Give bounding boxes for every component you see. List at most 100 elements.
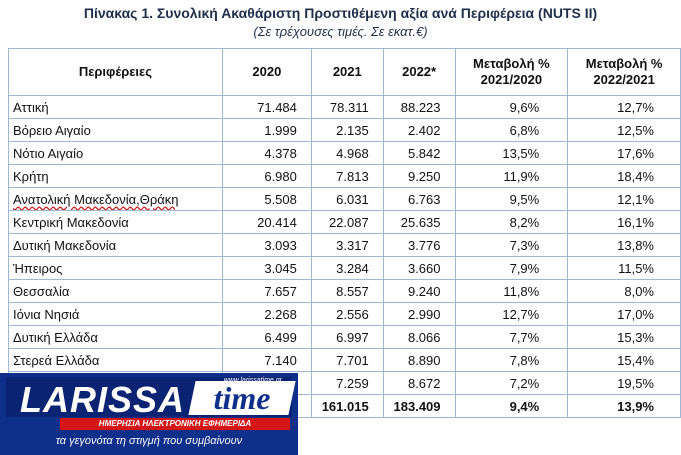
total-value-cell: 13,9%: [567, 394, 681, 418]
value-cell: 7,8%: [454, 348, 569, 372]
region-name-cell: Αττική: [8, 95, 223, 119]
table-row: Δυτική Μακεδονία 3.093 3.317 3.776 7,3% 13,8%: [8, 233, 681, 257]
value-cell: 6.997: [310, 325, 384, 349]
value-cell: 12,1%: [567, 187, 681, 211]
logo-time-text: time: [213, 380, 271, 416]
value-cell: 3.317: [310, 233, 384, 257]
table-subtitle: (Σε τρέχουσες τιμές. Σε εκατ.€): [253, 24, 428, 39]
value-cell: 7.259: [310, 371, 384, 395]
value-cell: 22.087: [310, 210, 384, 234]
table-row: Ήπειρος 3.045 3.284 3.660 7,9% 11,5%: [8, 256, 681, 280]
region-name-cell: Δυτική Ελλάδα: [8, 325, 223, 349]
value-cell: 8.890: [382, 348, 456, 372]
value-cell: 8,2%: [454, 210, 569, 234]
table-row: Κεντρική Μακεδονία 20.414 22.087 25.635 8,2%…: [8, 210, 681, 234]
value-cell: 7.813: [310, 164, 384, 188]
value-cell: 4.378: [221, 141, 312, 165]
table-header-row: Περιφέρειες 2020 2021 2022* Μεταβολή % 2…: [8, 48, 681, 96]
value-cell: 8,0%: [567, 279, 681, 303]
value-cell: 9.240: [382, 279, 456, 303]
value-cell: 6,8%: [454, 118, 569, 142]
region-name-cell: Στερεά Ελλάδα: [8, 348, 223, 372]
logo-banner: LARISSA time www.larissatime.gr: [6, 377, 296, 420]
column-header: Μεταβολή % 2021/2020: [454, 48, 569, 96]
value-cell: 5.508: [221, 187, 312, 211]
larissa-time-logo: LARISSA time www.larissatime.gr ΗΜΕΡΗΣΙΑ…: [0, 373, 298, 455]
value-cell: 6.031: [310, 187, 384, 211]
column-header: Περιφέρειες: [8, 48, 223, 96]
logo-wordmark: LARISSA: [20, 379, 186, 420]
table-row: Δυτική Ελλάδα 6.499 6.997 8.066 7,7% 15,3%: [8, 325, 681, 349]
value-cell: 2.135: [310, 118, 384, 142]
value-cell: 11,9%: [454, 164, 569, 188]
value-cell: 19,5%: [567, 371, 681, 395]
logo-url: www.larissatime.gr: [223, 377, 282, 384]
value-cell: 6.499: [221, 325, 312, 349]
value-cell: 9,5%: [454, 187, 569, 211]
value-cell: 88.223: [382, 95, 456, 119]
column-header: 2020: [221, 48, 312, 96]
value-cell: 25.635: [382, 210, 456, 234]
value-cell: 71.484: [221, 95, 312, 119]
region-name-cell: Ήπειρος: [8, 256, 223, 280]
value-cell: 8.066: [382, 325, 456, 349]
total-value-cell: 183.409: [382, 394, 456, 418]
value-cell: 2.268: [221, 302, 312, 326]
value-cell: 17,6%: [567, 141, 681, 165]
value-cell: 13,8%: [567, 233, 681, 257]
value-cell: 12,5%: [567, 118, 681, 142]
value-cell: 3.660: [382, 256, 456, 280]
value-cell: 15,3%: [567, 325, 681, 349]
logo-tagline: τα γεγονότα τη στιγμή που συμβαίνουν: [55, 435, 243, 447]
value-cell: 15,4%: [567, 348, 681, 372]
column-header: 2022*: [382, 48, 456, 96]
table-row: Νότιο Αιγαίο 4.378 4.968 5.842 13,5% 17,6%: [8, 141, 681, 165]
value-cell: 3.045: [221, 256, 312, 280]
regional-gva-table: Περιφέρειες 2020 2021 2022* Μεταβολή % 2…: [8, 48, 681, 418]
value-cell: 20.414: [221, 210, 312, 234]
table-title: Πίνακας 1. Συνολική Ακαθάριστη Προστιθέμ…: [83, 5, 598, 21]
value-cell: 2.556: [310, 302, 384, 326]
value-cell: 7,2%: [454, 371, 569, 395]
value-cell: 16,1%: [567, 210, 681, 234]
value-cell: 7,9%: [454, 256, 569, 280]
table-row: Ιόνια Νησιά 2.268 2.556 2.990 12,7% 17,0%: [8, 302, 681, 326]
region-name-cell: Ιόνια Νησιά: [8, 302, 223, 326]
value-cell: 6.980: [221, 164, 312, 188]
value-cell: 8.672: [382, 371, 456, 395]
region-name-cell: Ανατολική Μακεδονία,Θράκη: [8, 187, 223, 211]
value-cell: 1.999: [221, 118, 312, 142]
value-cell: 11,5%: [567, 256, 681, 280]
value-cell: 18,4%: [567, 164, 681, 188]
total-value-cell: 9,4%: [454, 394, 569, 418]
column-header: 2021: [310, 48, 384, 96]
table-row: Θεσσαλία 7.657 8.557 9.240 11,8% 8,0%: [8, 279, 681, 303]
region-name-text: Ανατολική Μακεδονία,Θράκη: [13, 191, 179, 207]
region-name-cell: Βόρειο Αιγαίο: [8, 118, 223, 142]
value-cell: 2.402: [382, 118, 456, 142]
table-row: Βόρειο Αιγαίο 1.999 2.135 2.402 6,8% 12,5%: [8, 118, 681, 142]
value-cell: 13,5%: [454, 141, 569, 165]
value-cell: 11,8%: [454, 279, 569, 303]
table-row: Ανατολική Μακεδονία,Θράκη 5.508 6.031 6.763…: [8, 187, 681, 211]
value-cell: 2.990: [382, 302, 456, 326]
region-name-cell: Δυτική Μακεδονία: [8, 233, 223, 257]
value-cell: 12,7%: [454, 302, 569, 326]
value-cell: 7.657: [221, 279, 312, 303]
value-cell: 8.557: [310, 279, 384, 303]
value-cell: 7,7%: [454, 325, 569, 349]
region-name-cell: Νότιο Αιγαίο: [8, 141, 223, 165]
value-cell: 17,0%: [567, 302, 681, 326]
region-name-cell: Κρήτη: [8, 164, 223, 188]
region-name-cell: Θεσσαλία: [8, 279, 223, 303]
value-cell: 7,3%: [454, 233, 569, 257]
value-cell: 5.842: [382, 141, 456, 165]
value-cell: 9.250: [382, 164, 456, 188]
region-name-cell: Κεντρική Μακεδονία: [8, 210, 223, 234]
table-row: Στερεά Ελλάδα 7.140 7.701 8.890 7,8% 15,4%: [8, 348, 681, 372]
value-cell: 4.968: [310, 141, 384, 165]
value-cell: 3.284: [310, 256, 384, 280]
table-row: Αττική 71.484 78.311 88.223 9,6% 12,7%: [8, 95, 681, 119]
column-header: Μεταβολή % 2022/2021: [567, 48, 681, 96]
value-cell: 78.311: [310, 95, 384, 119]
